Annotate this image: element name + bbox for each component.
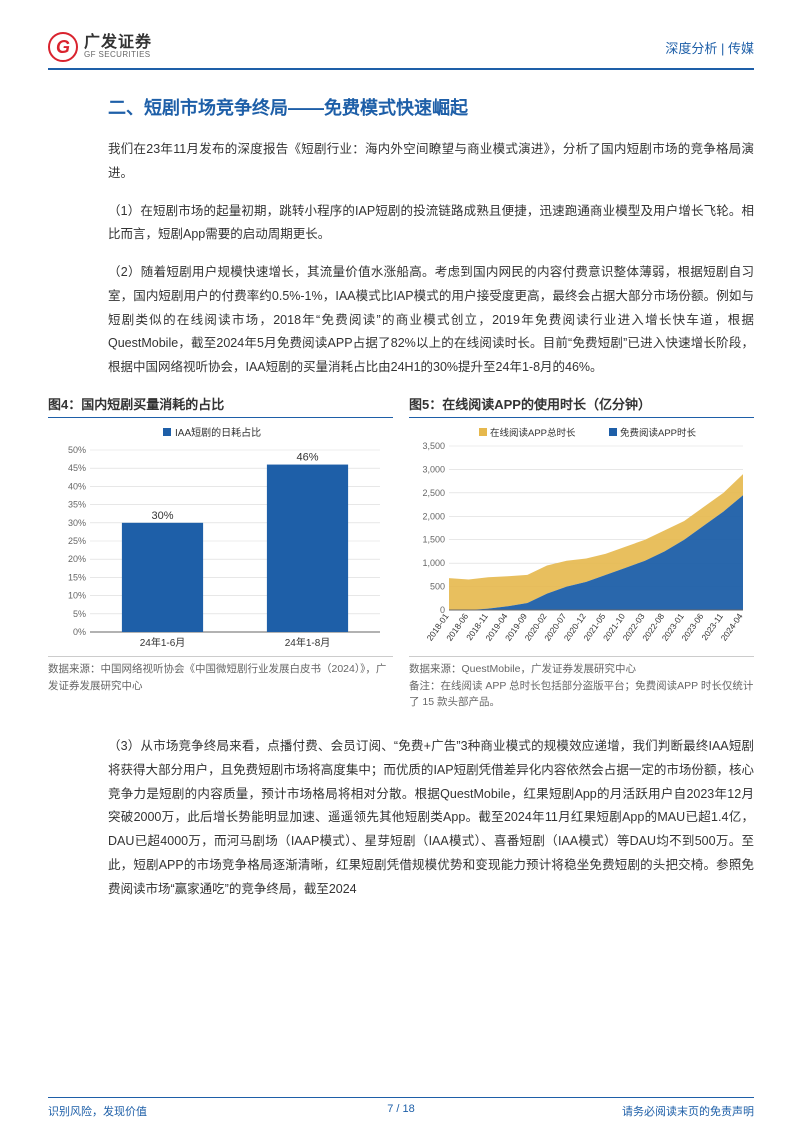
- brand-logo-icon: G: [48, 32, 78, 62]
- footer-page-num: 7 / 18: [387, 1103, 415, 1115]
- chart5-title: 图5：在线阅读APP的使用时长（亿分钟）: [409, 394, 754, 418]
- svg-text:15%: 15%: [68, 572, 86, 582]
- svg-text:40%: 40%: [68, 481, 86, 491]
- svg-text:30%: 30%: [68, 518, 86, 528]
- brand-name-cn: 广发证券: [84, 34, 152, 52]
- svg-text:3,500: 3,500: [422, 441, 445, 451]
- svg-text:30%: 30%: [151, 510, 173, 522]
- page-header: G 广发证券 GF SECURITIES 深度分析 | 传媒: [48, 32, 754, 70]
- chart5-panel: 图5：在线阅读APP的使用时长（亿分钟） 在线阅读APP总时长 免费阅读APP时长…: [409, 394, 754, 711]
- svg-text:IAA短剧的日耗占比: IAA短剧的日耗占比: [175, 426, 261, 439]
- footer-left: 识别风险，发现价值: [48, 1103, 147, 1119]
- svg-text:45%: 45%: [68, 463, 86, 473]
- footer-right: 请务必阅读末页的免责声明: [622, 1103, 754, 1119]
- svg-text:免费阅读APP时长: 免费阅读APP时长: [620, 427, 697, 439]
- svg-text:25%: 25%: [68, 536, 86, 546]
- svg-text:1,000: 1,000: [422, 558, 445, 568]
- paragraph-intro: 我们在23年11月发布的深度报告《短剧行业：海内外空间瞭望与商业模式演进》，分析…: [108, 138, 754, 186]
- chart5-source-line: 数据来源：QuestMobile，广发证券发展研究中心: [409, 661, 754, 678]
- svg-text:3,000: 3,000: [422, 464, 445, 474]
- brand-name-en: GF SECURITIES: [84, 51, 152, 60]
- svg-text:1,500: 1,500: [422, 534, 445, 544]
- chart5-source: 数据来源：QuestMobile，广发证券发展研究中心 备注：在线阅读 APP …: [409, 656, 754, 711]
- chart5-plot: 在线阅读APP总时长免费阅读APP时长05001,0001,5002,0002,…: [409, 426, 754, 656]
- charts-row: 图4：国内短剧买量消耗的占比 IAA短剧的日耗占比 0% 5% 10% 15% 20% 25…: [48, 394, 754, 711]
- section-title: 二、短剧市场竞争终局——免费模式快速崛起: [108, 94, 754, 120]
- paragraph-3: （3）从市场竞争终局来看，点播付费、会员订阅、“免费+广告”3种商业模式的规模效…: [108, 735, 754, 901]
- svg-text:24年1-8月: 24年1-8月: [285, 636, 331, 649]
- svg-text:35%: 35%: [68, 499, 86, 509]
- header-category: 深度分析 | 传媒: [665, 38, 754, 57]
- chart4-title: 图4：国内短剧买量消耗的占比: [48, 394, 393, 418]
- svg-text:2,500: 2,500: [422, 488, 445, 498]
- brand-logo: G 广发证券 GF SECURITIES: [48, 32, 152, 62]
- page-footer: 识别风险，发现价值 7 / 18 请务必阅读末页的免责声明: [48, 1097, 754, 1119]
- svg-text:5%: 5%: [73, 609, 86, 619]
- svg-text:在线阅读APP总时长: 在线阅读APP总时长: [490, 427, 576, 439]
- svg-text:46%: 46%: [296, 451, 318, 463]
- chart4-panel: 图4：国内短剧买量消耗的占比 IAA短剧的日耗占比 0% 5% 10% 15% 20% 25…: [48, 394, 393, 711]
- svg-text:0%: 0%: [73, 627, 86, 637]
- svg-text:24年1-6月: 24年1-6月: [140, 636, 186, 649]
- paragraph-1: （1）在短剧市场的起量初期，跳转小程序的IAP短剧的投流链路成熟且便捷，迅速跑通…: [108, 200, 754, 248]
- svg-text:10%: 10%: [68, 590, 86, 600]
- svg-text:50%: 50%: [68, 445, 86, 455]
- svg-text:20%: 20%: [68, 554, 86, 564]
- svg-text:2,000: 2,000: [422, 511, 445, 521]
- chart4-source: 数据来源：中国网络视听协会《中国微短剧行业发展白皮书（2024）》，广发证券发展…: [48, 656, 393, 695]
- paragraph-2: （2）随着短剧用户规模快速增长，其流量价值水涨船高。考虑到国内网民的内容付费意识…: [108, 261, 754, 380]
- chart4-plot: IAA短剧的日耗占比 0% 5% 10% 15% 20% 25% 30% 35% 40% 45% 50…: [48, 426, 393, 656]
- svg-text:500: 500: [430, 581, 445, 591]
- chart5-note: 备注：在线阅读 APP 总时长包括部分盗版平台；免费阅读APP 时长仅统计了 1…: [409, 678, 754, 712]
